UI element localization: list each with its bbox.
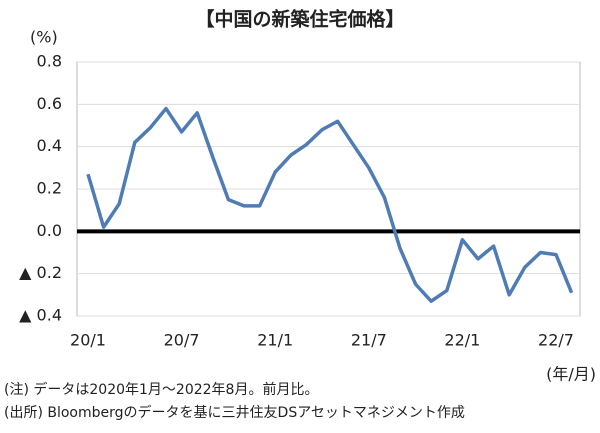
y-tick-label: ▲ 0.4: [19, 306, 62, 325]
y-unit: (%): [30, 28, 58, 47]
y-tick-label: ▲ 0.2: [19, 263, 62, 282]
x-tick-label: 22/1: [444, 331, 480, 350]
note: (出所) Bloombergのデータを基に三井住友DSアセットマネジメント作成: [4, 404, 465, 421]
y-tick-label: 0.8: [37, 52, 62, 71]
y-tick-label: 0.6: [37, 94, 62, 113]
x-tick-label: 20/1: [70, 331, 106, 350]
y-tick-label: 0.2: [37, 179, 62, 198]
x-unit: (年/月): [546, 365, 596, 384]
chart-title: 【中国の新築住宅価格】: [195, 8, 404, 31]
y-tick-label: 0.4: [37, 136, 62, 155]
note: (注) データは2020年1月～2022年8月。前月比。: [4, 381, 318, 398]
x-tick-label: 21/1: [257, 331, 293, 350]
data-line: [86, 106, 574, 303]
x-tick-label: 20/7: [164, 331, 200, 350]
y-tick-label: 0.0: [37, 221, 62, 240]
x-tick-label: 22/7: [538, 331, 574, 350]
x-tick-label: 21/7: [351, 331, 387, 350]
